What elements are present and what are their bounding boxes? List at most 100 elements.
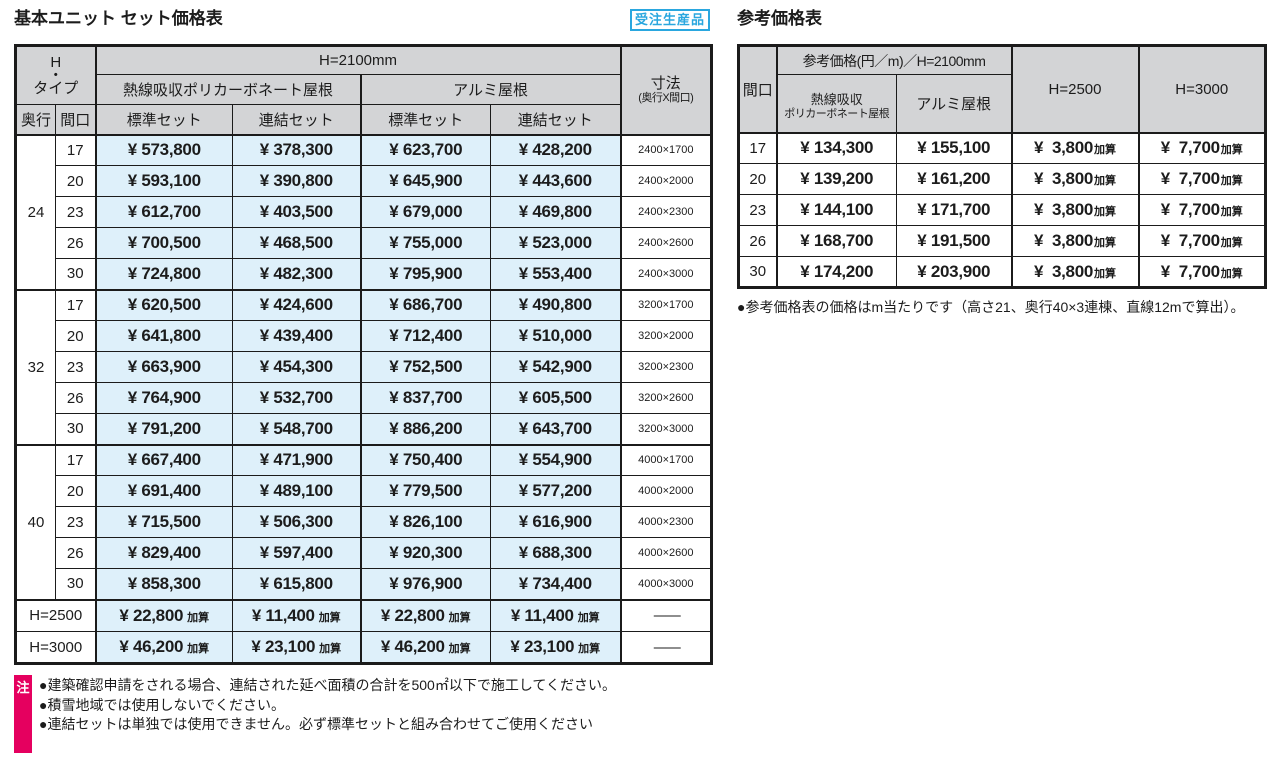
- price-cell: ¥ 403,500: [232, 196, 362, 228]
- price-cell: ¥ 755,000: [359, 227, 492, 259]
- price-value: ¥ 612,700: [127, 202, 201, 221]
- price-cell: ¥ 686,700: [359, 288, 492, 321]
- kasan-suffix: 加算: [577, 611, 600, 624]
- notes-block: 注 ●建築確認申請をされる場合、連結された延べ面積の合計を500㎡以下で施工して…: [14, 675, 710, 753]
- price-value: ¥ 46,200: [119, 637, 184, 656]
- price-value: ¥ 795,900: [389, 263, 463, 283]
- price-value: ¥ 443,600: [518, 171, 592, 190]
- price-value: ¥ 532,700: [259, 388, 333, 407]
- price-value: ¥ 826,100: [389, 512, 463, 531]
- price-value: ¥ 428,200: [518, 140, 592, 160]
- price-value: ¥ 3,800: [1033, 261, 1094, 281]
- alumi-roof-header: アルミ屋根: [359, 74, 622, 105]
- price-value: ¥ 779,500: [389, 481, 463, 500]
- width-cell: 30: [54, 568, 97, 600]
- price-value: ¥ 553,400: [518, 263, 592, 283]
- price-value: ¥ 506,300: [259, 512, 333, 531]
- price-cell: ¥ 11,400 加算: [490, 598, 622, 632]
- kasan-suffix: 加算: [448, 643, 471, 655]
- width-cell: 17: [54, 133, 97, 166]
- price-value: ¥ 837,700: [389, 388, 463, 407]
- width-header: 間口: [738, 45, 777, 133]
- price-cell: ¥ 548,700: [232, 413, 362, 445]
- price-cell: ¥ 615,800: [232, 568, 362, 600]
- price-value: ¥ 663,900: [127, 357, 201, 376]
- set-price-table-title: 基本ユニット セット価格表: [14, 9, 223, 28]
- price-cell: ¥ 490,800: [490, 288, 622, 321]
- kasan-suffix: 加算: [1094, 144, 1117, 157]
- note-badge-bar: 注: [14, 675, 32, 753]
- standard-set-header: 標準セット: [359, 104, 492, 135]
- price-cell: ¥ 46,200 加算: [94, 631, 234, 664]
- width-cell: 20: [54, 320, 97, 352]
- joint-set-header: 連結セット: [232, 104, 362, 135]
- reference-price-section: 参考価格表 間口 参考価格(円／m)／H=2100mm H=2500 H=300…: [737, 8, 1267, 318]
- price-cell: ¥ 667,400: [94, 443, 234, 476]
- price-value: ¥ 755,000: [389, 233, 463, 252]
- dimension-cell: 3200×1700: [619, 288, 713, 321]
- price-cell: ¥ 22,800 加算: [359, 598, 492, 632]
- price-cell: ¥ 593,100: [94, 165, 234, 197]
- poly-roof-header: 熱線吸収ポリカーボネート屋根: [94, 74, 362, 105]
- price-cell: ¥ 454,300: [232, 351, 362, 383]
- width-cell: 20: [738, 163, 777, 195]
- dimension-header-title: 寸法: [650, 75, 681, 93]
- depth-cell: 24: [15, 133, 56, 290]
- price-cell: ¥ 645,900: [359, 165, 492, 197]
- price-value: ¥ 752,500: [389, 357, 463, 376]
- price-value: ¥ 174,200: [800, 261, 874, 281]
- kasan-suffix: 加算: [319, 643, 342, 655]
- dimension-cell: 4000×1700: [619, 443, 713, 476]
- price-value: ¥ 454,300: [259, 357, 333, 376]
- price-cell: ¥ 155,100: [896, 131, 1012, 164]
- price-cell: ¥ 616,900: [490, 506, 622, 538]
- note-line: ●連結セットは単独では使用できません。必ず標準セットと組み合わせてご使用ください: [39, 716, 594, 732]
- price-cell: ¥ 976,900: [359, 568, 492, 600]
- price-cell: ¥ 523,000: [490, 227, 622, 259]
- price-cell: ¥ 791,200: [94, 413, 234, 445]
- price-value: ¥ 615,800: [259, 573, 333, 593]
- price-cell: ¥ 428,200: [490, 133, 622, 166]
- kasan-suffix: 加算: [1220, 206, 1243, 218]
- price-value: ¥ 168,700: [800, 231, 874, 250]
- price-value: ¥ 23,100: [510, 637, 575, 656]
- price-value: ¥ 439,400: [259, 326, 333, 345]
- set-price-section: 基本ユニット セット価格表 受注生産品 H ・ タイプ H=2100mm 寸法 …: [14, 8, 714, 753]
- note-line: ●積雪地域では使用しないでください。: [39, 696, 286, 713]
- price-cell: ¥ 443,600: [490, 165, 622, 197]
- h-type-header: H ・ タイプ: [14, 45, 97, 105]
- dimension-cell: 2400×2000: [619, 165, 713, 197]
- price-cell: ¥ 168,700: [775, 225, 897, 257]
- addon-price-cell: ¥ 3,800加算: [1010, 131, 1139, 164]
- width-cell: 17: [54, 288, 97, 321]
- price-value: ¥ 22,800: [380, 605, 445, 625]
- kasan-suffix: 加算: [1094, 237, 1117, 249]
- kasan-suffix: 加算: [1094, 175, 1117, 187]
- note-badge: 注: [16, 680, 30, 695]
- addon-price-cell: ¥ 3,800加算: [1010, 225, 1139, 257]
- width-cell: 26: [54, 382, 97, 414]
- price-value: ¥ 489,100: [259, 481, 333, 500]
- price-value: ¥ 700,500: [127, 233, 201, 252]
- price-value: ¥ 171,700: [917, 200, 991, 219]
- price-cell: ¥ 605,500: [490, 382, 622, 414]
- price-value: ¥ 573,800: [127, 140, 201, 160]
- dimension-cell: ——: [619, 598, 713, 632]
- price-value: ¥ 605,500: [518, 388, 592, 407]
- kasan-suffix: 加算: [187, 643, 210, 655]
- price-value: ¥ 858,300: [127, 573, 201, 593]
- dimension-cell: 4000×2600: [619, 537, 713, 569]
- price-cell: ¥ 134,300: [775, 131, 897, 164]
- price-value: ¥ 139,200: [800, 169, 874, 188]
- price-cell: ¥ 139,200: [775, 163, 897, 195]
- price-value: ¥ 712,400: [389, 326, 463, 345]
- price-cell: ¥ 691,400: [94, 475, 234, 507]
- price-value: ¥ 510,000: [518, 326, 592, 345]
- price-cell: ¥ 829,400: [94, 537, 234, 569]
- depth-cell: 40: [15, 443, 56, 600]
- right-title-row: 参考価格表: [737, 8, 1264, 44]
- price-value: ¥ 667,400: [127, 450, 201, 470]
- price-cell: ¥ 623,700: [359, 133, 492, 166]
- height-label-cell: H=3000: [14, 631, 97, 664]
- price-value: ¥ 7,700: [1160, 231, 1220, 250]
